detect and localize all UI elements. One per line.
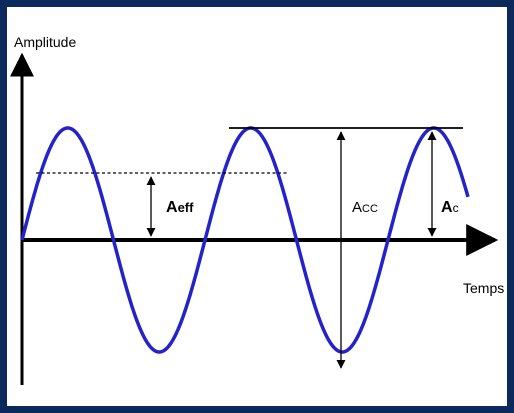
a-eff-label: Aeff: [166, 199, 194, 216]
a-cc-label: ACC: [352, 199, 378, 216]
a-c-label: Ac: [441, 199, 459, 216]
y-axis-label: Amplitude: [14, 34, 76, 50]
x-axis-label: Temps: [463, 280, 504, 296]
sine-wave: [20, 126, 470, 354]
